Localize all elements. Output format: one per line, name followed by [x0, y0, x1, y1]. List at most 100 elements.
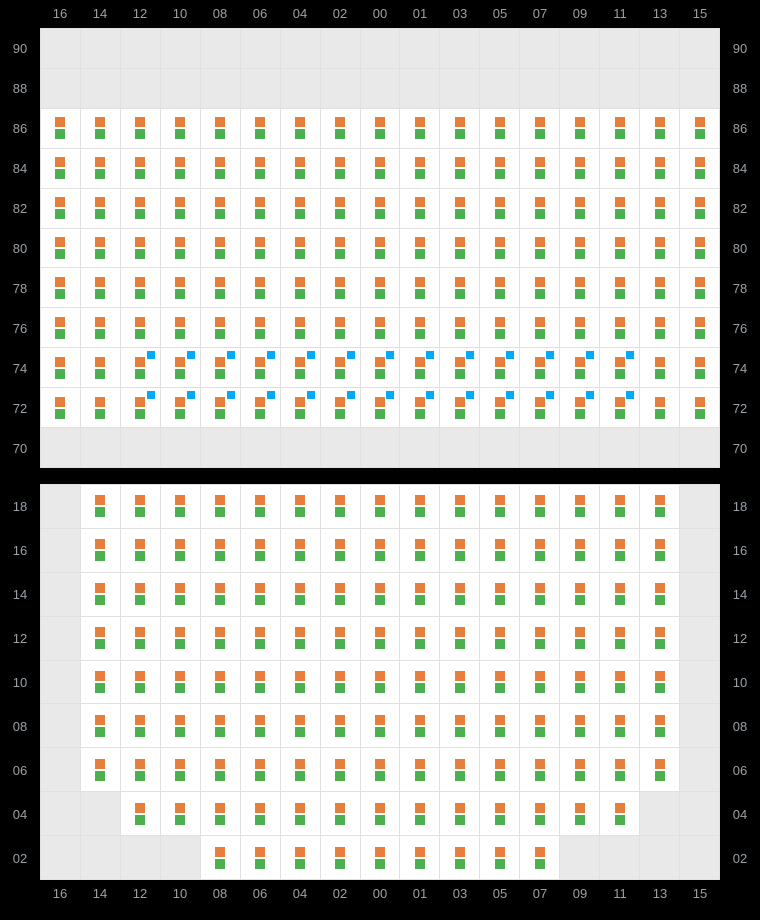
seat-cell[interactable] [640, 149, 679, 188]
seat-cell[interactable] [41, 388, 80, 427]
seat-cell[interactable] [400, 268, 439, 307]
seat-cell[interactable] [321, 348, 360, 387]
seat-cell[interactable] [600, 704, 639, 747]
seat-cell[interactable] [41, 348, 80, 387]
seat-cell[interactable] [361, 661, 400, 704]
seat-cell[interactable] [480, 748, 519, 791]
seat-cell[interactable] [121, 704, 160, 747]
seat-cell[interactable] [520, 617, 559, 660]
seat-cell[interactable] [241, 704, 280, 747]
seat-cell[interactable] [281, 661, 320, 704]
seat-cell[interactable] [440, 661, 479, 704]
seat-cell[interactable] [81, 748, 120, 791]
seat-cell[interactable] [201, 704, 240, 747]
seat-cell[interactable] [680, 109, 719, 148]
seat-cell[interactable] [361, 348, 400, 387]
seat-cell[interactable] [680, 268, 719, 307]
seat-cell[interactable] [680, 149, 719, 188]
seat-cell[interactable] [241, 617, 280, 660]
seat-cell[interactable] [81, 388, 120, 427]
seat-cell[interactable] [480, 268, 519, 307]
seat-cell[interactable] [600, 149, 639, 188]
seat-cell[interactable] [241, 792, 280, 835]
seat-cell[interactable] [440, 836, 479, 879]
seat-cell[interactable] [321, 704, 360, 747]
seat-cell[interactable] [520, 388, 559, 427]
seat-cell[interactable] [400, 661, 439, 704]
seat-cell[interactable] [121, 229, 160, 268]
seat-cell[interactable] [640, 268, 679, 307]
seat-cell[interactable] [680, 308, 719, 347]
seat-cell[interactable] [361, 748, 400, 791]
seat-cell[interactable] [161, 229, 200, 268]
seat-cell[interactable] [81, 485, 120, 528]
seat-cell[interactable] [161, 308, 200, 347]
seat-cell[interactable] [321, 388, 360, 427]
seat-cell[interactable] [400, 485, 439, 528]
seat-cell[interactable] [281, 792, 320, 835]
seat-cell[interactable] [480, 836, 519, 879]
seat-cell[interactable] [41, 149, 80, 188]
seat-cell[interactable] [121, 189, 160, 228]
seat-cell[interactable] [361, 308, 400, 347]
seat-cell[interactable] [161, 268, 200, 307]
seat-cell[interactable] [400, 348, 439, 387]
seat-cell[interactable] [81, 704, 120, 747]
seat-cell[interactable] [201, 485, 240, 528]
seat-cell[interactable] [440, 617, 479, 660]
seat-cell[interactable] [41, 308, 80, 347]
seat-cell[interactable] [321, 268, 360, 307]
seat-cell[interactable] [361, 836, 400, 879]
seat-cell[interactable] [121, 268, 160, 307]
seat-cell[interactable] [201, 748, 240, 791]
seat-cell[interactable] [281, 485, 320, 528]
seat-cell[interactable] [560, 308, 599, 347]
seat-cell[interactable] [321, 189, 360, 228]
seat-cell[interactable] [361, 189, 400, 228]
seat-cell[interactable] [361, 792, 400, 835]
seat-cell[interactable] [520, 836, 559, 879]
seat-cell[interactable] [520, 308, 559, 347]
seat-cell[interactable] [600, 485, 639, 528]
seat-cell[interactable] [560, 229, 599, 268]
seat-cell[interactable] [161, 388, 200, 427]
seat-cell[interactable] [161, 485, 200, 528]
seat-cell[interactable] [480, 529, 519, 572]
seat-cell[interactable] [560, 792, 599, 835]
seat-cell[interactable] [281, 748, 320, 791]
seat-cell[interactable] [600, 388, 639, 427]
seat-cell[interactable] [440, 529, 479, 572]
seat-cell[interactable] [241, 308, 280, 347]
seat-cell[interactable] [41, 109, 80, 148]
seat-cell[interactable] [520, 704, 559, 747]
seat-cell[interactable] [680, 348, 719, 387]
seat-cell[interactable] [400, 149, 439, 188]
seat-cell[interactable] [600, 529, 639, 572]
seat-cell[interactable] [201, 388, 240, 427]
seat-cell[interactable] [201, 149, 240, 188]
seat-cell[interactable] [281, 229, 320, 268]
seat-cell[interactable] [81, 529, 120, 572]
seat-cell[interactable] [241, 348, 280, 387]
seat-cell[interactable] [121, 661, 160, 704]
seat-cell[interactable] [161, 529, 200, 572]
seat-cell[interactable] [201, 229, 240, 268]
seat-cell[interactable] [400, 792, 439, 835]
seat-cell[interactable] [161, 661, 200, 704]
seat-cell[interactable] [281, 529, 320, 572]
seat-cell[interactable] [81, 149, 120, 188]
seat-cell[interactable] [600, 189, 639, 228]
seat-cell[interactable] [640, 529, 679, 572]
seat-cell[interactable] [321, 836, 360, 879]
seat-cell[interactable] [201, 836, 240, 879]
seat-cell[interactable] [640, 617, 679, 660]
seat-cell[interactable] [281, 388, 320, 427]
seat-cell[interactable] [281, 704, 320, 747]
seat-cell[interactable] [241, 388, 280, 427]
seat-cell[interactable] [560, 617, 599, 660]
seat-cell[interactable] [440, 748, 479, 791]
seat-cell[interactable] [321, 661, 360, 704]
seat-cell[interactable] [600, 109, 639, 148]
seat-cell[interactable] [241, 661, 280, 704]
seat-cell[interactable] [440, 573, 479, 616]
